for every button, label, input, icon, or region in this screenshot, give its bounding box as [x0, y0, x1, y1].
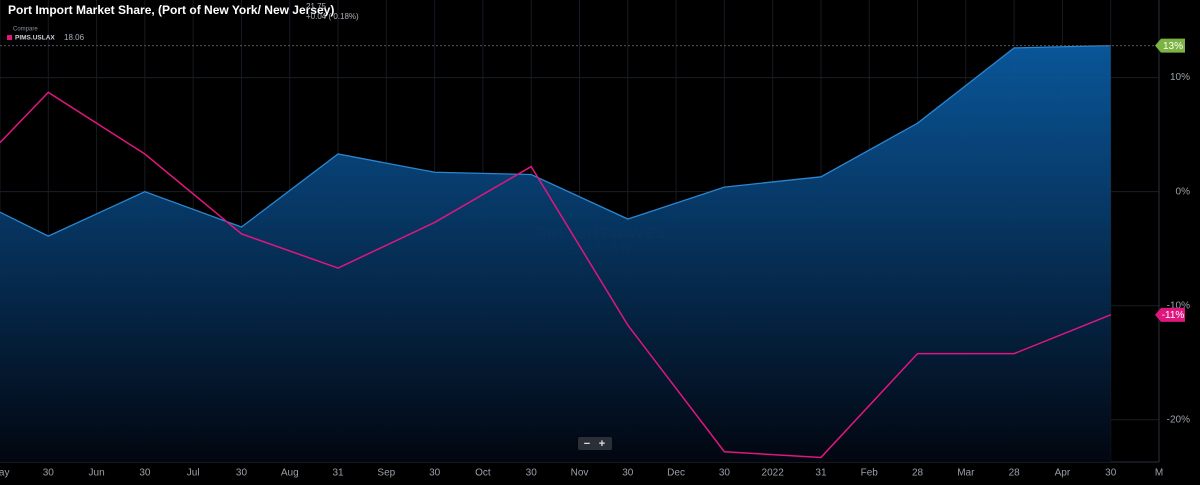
y-tick-label: 0% — [1176, 186, 1191, 197]
x-tick-label: May — [0, 468, 9, 479]
legend-value: 18.06 — [64, 33, 85, 42]
zoom-button[interactable]: − — [584, 438, 590, 450]
x-tick-label: Dec — [667, 468, 685, 479]
x-tick-label: 30 — [139, 468, 151, 479]
x-tick-label: Aug — [281, 468, 299, 479]
x-tick-label: 31 — [332, 468, 344, 479]
y-tick-label: -10% — [1167, 300, 1190, 311]
compare-label: Compare — [13, 27, 38, 33]
legend-label: PIMS.USLAX — [15, 35, 55, 42]
last-value-flag — [1155, 38, 1185, 53]
last-value-label: 13% — [1163, 41, 1183, 52]
x-tick-label: 30 — [1105, 468, 1117, 479]
x-tick-label: 28 — [912, 468, 924, 479]
area-line — [0, 44, 1111, 237]
x-tick-label: M — [1155, 468, 1163, 479]
x-tick-label: 30 — [719, 468, 731, 479]
x-tick-label: 28 — [1009, 468, 1021, 479]
legend-swatch — [7, 35, 12, 40]
x-tick-label: Jul — [187, 468, 200, 479]
line — [0, 91, 1111, 459]
x-tick-label: 30 — [43, 468, 55, 479]
chart-title: Port Import Market Share, (Port of New Y… — [8, 3, 334, 17]
last-value-flag — [1155, 307, 1185, 322]
x-tick-label: Feb — [861, 468, 879, 479]
x-tick-label: 31 — [815, 468, 827, 479]
header-value: 21.75 — [306, 2, 327, 11]
zoom-button[interactable]: + — [599, 438, 605, 450]
x-tick-label: Oct — [475, 468, 491, 479]
x-tick-label: Sep — [377, 468, 395, 479]
x-tick-label: Mar — [957, 468, 975, 479]
y-tick-label: 10% — [1170, 72, 1190, 83]
x-tick-label: Jun — [89, 468, 105, 479]
x-tick-label: 30 — [526, 468, 538, 479]
last-value-label: -11% — [1162, 310, 1185, 321]
x-tick-label: 30 — [236, 468, 248, 479]
x-tick-label: 2022 — [762, 468, 785, 479]
zoom-bar — [578, 437, 612, 450]
x-tick-label: 30 — [622, 468, 634, 479]
x-tick-label: Nov — [571, 468, 589, 479]
x-tick-label: 30 — [429, 468, 441, 479]
header-change: +0.04 ( 0.18%) — [306, 12, 359, 21]
y-tick-label: -20% — [1167, 414, 1190, 425]
x-tick-label: Apr — [1055, 468, 1071, 479]
area-fill — [0, 45, 1111, 462]
